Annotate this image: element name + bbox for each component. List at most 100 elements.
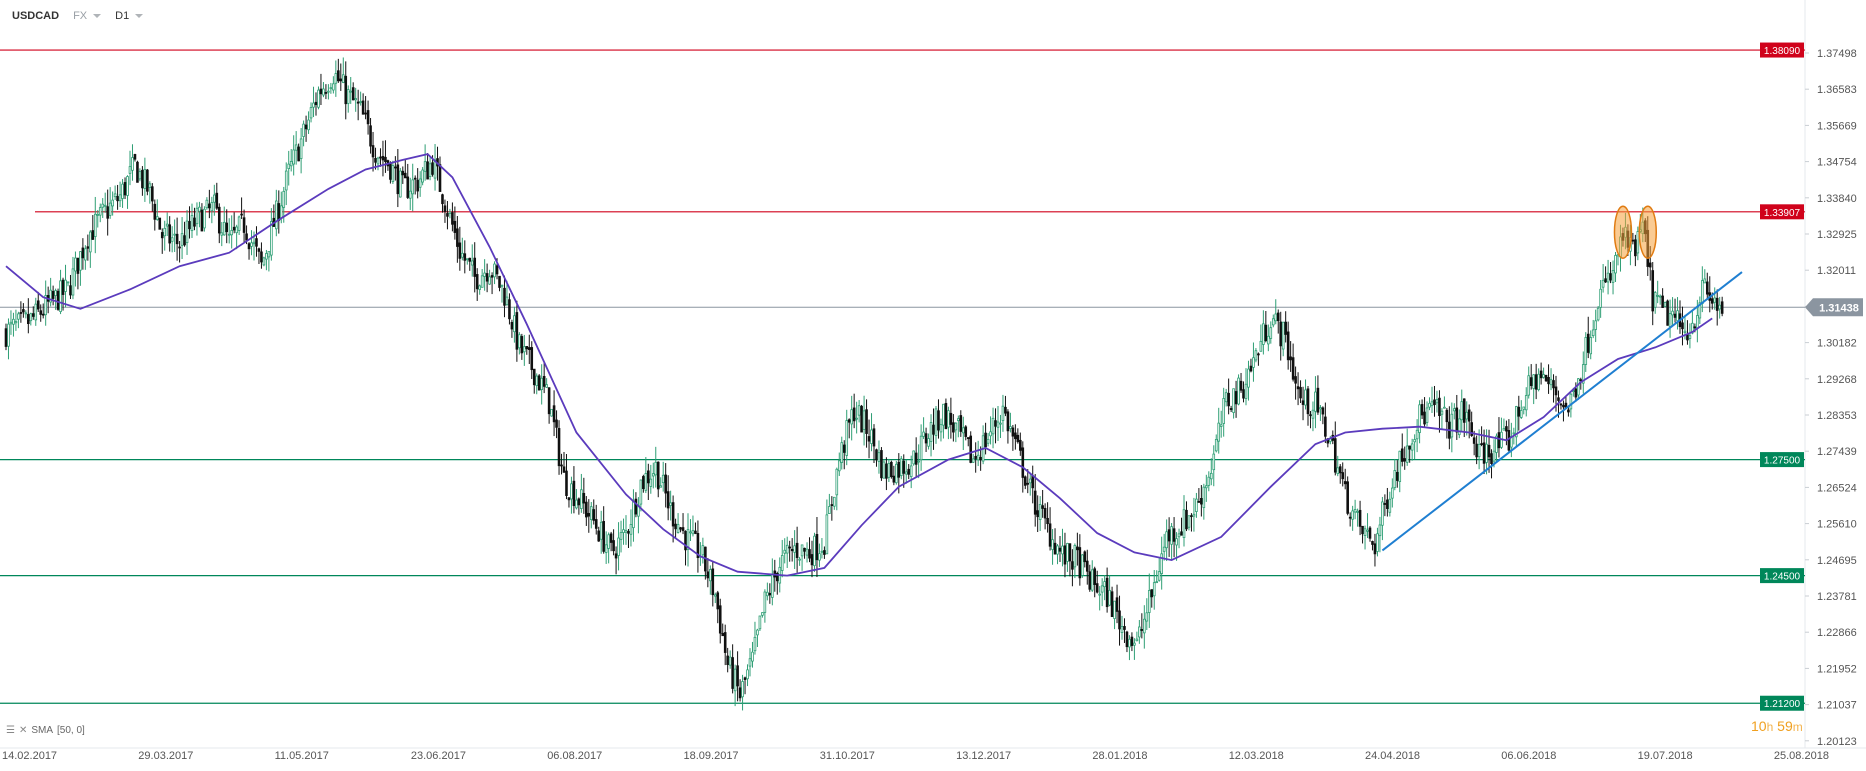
candle xyxy=(111,191,114,216)
candle xyxy=(403,159,407,179)
candle-body xyxy=(1388,498,1392,513)
candle xyxy=(208,189,211,219)
candle xyxy=(1081,554,1084,578)
candle xyxy=(356,89,360,121)
candle xyxy=(175,217,179,261)
candle xyxy=(1157,558,1161,582)
candle-body xyxy=(984,432,987,448)
candle xyxy=(1428,397,1431,411)
candle-body xyxy=(1160,553,1163,574)
candle-body xyxy=(845,420,849,456)
x-tick-label: 14.02.2017 xyxy=(2,750,57,762)
candle xyxy=(1133,638,1136,660)
candle-body xyxy=(1291,357,1295,380)
chevron-down-icon xyxy=(135,14,144,18)
candle-body xyxy=(1081,554,1084,576)
candle xyxy=(260,242,263,269)
candle-body xyxy=(914,452,918,465)
candle-body xyxy=(1596,307,1600,321)
candle-body xyxy=(418,178,422,188)
candle xyxy=(671,495,675,543)
candle-body xyxy=(488,276,491,285)
candle-body xyxy=(1472,437,1476,444)
candle xyxy=(463,240,467,274)
market-selector[interactable]: FX xyxy=(73,10,102,22)
candle xyxy=(1125,630,1129,653)
candle-body xyxy=(1157,571,1161,581)
close-icon[interactable]: ✕ xyxy=(18,725,28,736)
candle-body xyxy=(257,248,261,252)
candle-body xyxy=(1227,392,1230,407)
candle xyxy=(527,334,531,365)
candle-body xyxy=(1433,399,1436,406)
candle-body xyxy=(210,202,214,212)
candle xyxy=(101,198,105,218)
candle-body xyxy=(1381,501,1384,526)
candle xyxy=(535,373,539,395)
candle xyxy=(307,111,310,134)
sma-line xyxy=(5,153,1713,577)
candle xyxy=(322,82,325,98)
candle-body xyxy=(1661,295,1664,308)
candle-body xyxy=(279,205,283,219)
candle xyxy=(689,519,692,541)
candle xyxy=(319,73,323,106)
candle xyxy=(845,409,849,466)
candle-body xyxy=(401,170,405,176)
candle xyxy=(907,464,911,480)
candle xyxy=(1279,311,1283,361)
candle xyxy=(93,196,97,254)
candle-body xyxy=(490,275,494,278)
candle-body xyxy=(111,199,114,207)
candle-body xyxy=(1098,593,1101,596)
candle-body xyxy=(165,223,169,227)
candle xyxy=(1691,310,1694,335)
candle xyxy=(1671,297,1674,325)
candle-body xyxy=(1656,294,1659,297)
candle-body xyxy=(1048,523,1052,547)
candle-body xyxy=(327,90,330,93)
candle xyxy=(580,473,583,513)
candle-body xyxy=(7,323,10,347)
candle xyxy=(1009,412,1012,433)
symbol-label[interactable]: USDCAD xyxy=(12,10,60,22)
candle xyxy=(647,463,650,501)
candle xyxy=(1232,388,1235,419)
candle xyxy=(354,87,357,112)
candle-body xyxy=(71,268,75,296)
candle-body xyxy=(815,534,819,561)
candle-body xyxy=(394,166,397,169)
candle xyxy=(1100,578,1104,607)
candle xyxy=(488,269,491,285)
candle-body xyxy=(897,461,901,478)
candle xyxy=(1324,402,1327,444)
candle xyxy=(1668,299,1672,338)
candle xyxy=(961,416,965,451)
candle xyxy=(887,458,891,482)
candle xyxy=(1544,374,1548,382)
candle xyxy=(954,422,958,443)
candle-body xyxy=(1078,547,1082,579)
candle-body xyxy=(766,591,769,597)
candle-body xyxy=(369,125,372,147)
candle-body xyxy=(220,232,224,236)
candle xyxy=(1715,289,1719,326)
candle xyxy=(1105,567,1109,613)
list-icon[interactable]: ☰ xyxy=(6,725,15,736)
candle xyxy=(136,160,139,183)
candle-body xyxy=(1180,531,1183,536)
candle-body xyxy=(227,233,231,236)
candle-body xyxy=(252,241,256,245)
candle-body xyxy=(671,502,675,527)
candle xyxy=(408,177,412,210)
candle-body xyxy=(989,431,992,437)
candle xyxy=(666,475,670,521)
interval-selector[interactable]: D1 xyxy=(115,10,144,22)
candle-body xyxy=(1254,350,1258,361)
candle-body xyxy=(1316,387,1320,413)
candle xyxy=(441,193,444,213)
candle xyxy=(609,531,613,552)
candle-body xyxy=(1289,356,1292,361)
